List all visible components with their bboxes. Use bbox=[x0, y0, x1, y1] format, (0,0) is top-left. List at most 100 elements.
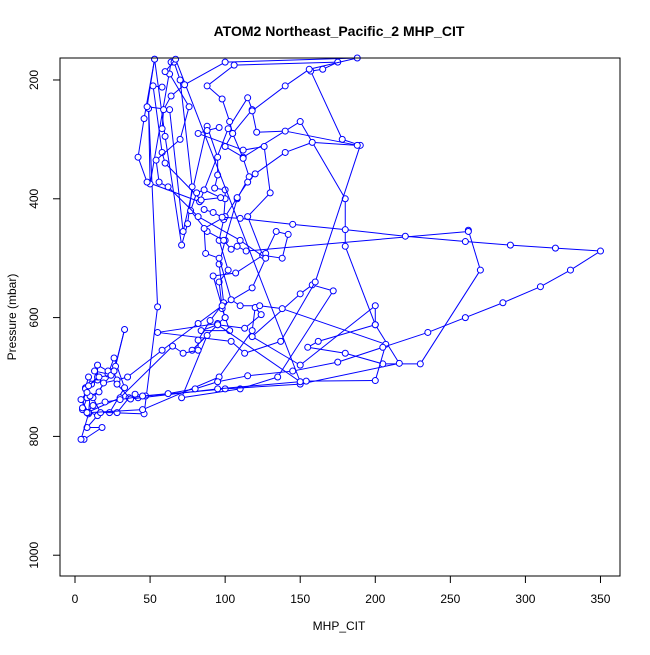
data-point bbox=[167, 92, 175, 100]
y-tick-label: 800 bbox=[27, 426, 41, 446]
series-segment bbox=[247, 216, 264, 256]
series-segment bbox=[312, 284, 334, 292]
series-segment bbox=[83, 427, 103, 440]
series-segment bbox=[194, 381, 218, 390]
data-point bbox=[229, 129, 237, 137]
data-point bbox=[260, 143, 268, 151]
series-segment bbox=[284, 68, 310, 87]
data-point bbox=[200, 205, 208, 213]
series-segment bbox=[119, 395, 143, 401]
series-segment bbox=[251, 85, 286, 112]
series-segment bbox=[251, 257, 267, 289]
series-segment bbox=[154, 59, 166, 137]
data-point bbox=[98, 423, 106, 431]
data-point bbox=[178, 241, 186, 249]
data-point bbox=[233, 242, 241, 250]
data-point bbox=[311, 278, 319, 286]
data-point bbox=[206, 317, 214, 325]
data-point bbox=[371, 302, 379, 310]
data-point bbox=[224, 266, 232, 274]
series-segment bbox=[299, 121, 346, 200]
data-point bbox=[464, 227, 472, 235]
series-segment bbox=[179, 106, 190, 140]
series-segment bbox=[285, 141, 313, 153]
series-segment bbox=[265, 231, 277, 254]
series-segment bbox=[213, 272, 236, 277]
series-segment bbox=[197, 320, 211, 341]
data-point bbox=[289, 367, 297, 375]
data-point bbox=[236, 302, 244, 310]
data-point bbox=[184, 220, 192, 228]
series-segment bbox=[179, 79, 193, 187]
series-segment bbox=[277, 290, 334, 378]
data-point bbox=[154, 328, 162, 336]
data-point bbox=[214, 153, 222, 161]
data-point bbox=[176, 135, 184, 143]
data-point bbox=[233, 194, 241, 202]
data-point bbox=[214, 378, 222, 386]
series-segment bbox=[285, 130, 358, 146]
x-tick-label: 50 bbox=[143, 592, 157, 606]
data-point bbox=[230, 61, 238, 69]
data-point bbox=[139, 392, 147, 400]
series-segment bbox=[232, 133, 244, 159]
data-point bbox=[101, 398, 109, 406]
series-segment bbox=[282, 308, 386, 345]
data-point bbox=[401, 232, 409, 240]
series-segment bbox=[309, 57, 358, 70]
series-segment bbox=[218, 264, 225, 303]
data-point bbox=[289, 220, 297, 228]
series-segment bbox=[465, 302, 504, 319]
data-point bbox=[217, 194, 225, 202]
data-point bbox=[85, 373, 93, 381]
data-point bbox=[308, 138, 316, 146]
series-segment bbox=[345, 229, 406, 237]
data-point bbox=[187, 207, 195, 215]
series-segment bbox=[212, 275, 226, 318]
data-point bbox=[85, 382, 93, 390]
data-point bbox=[149, 82, 157, 90]
data-point bbox=[341, 349, 349, 357]
data-point bbox=[94, 361, 102, 369]
data-point bbox=[244, 94, 252, 102]
data-point bbox=[232, 269, 240, 277]
data-point bbox=[164, 183, 172, 191]
data-point bbox=[154, 303, 162, 311]
data-point bbox=[179, 349, 187, 357]
series-segment bbox=[247, 370, 293, 377]
series-segment bbox=[281, 234, 289, 259]
data-point bbox=[178, 394, 186, 402]
data-point bbox=[281, 82, 289, 90]
data-point bbox=[152, 156, 160, 164]
series-segment bbox=[310, 70, 343, 140]
data-point bbox=[209, 208, 217, 216]
series-segment bbox=[152, 85, 163, 153]
data-point bbox=[476, 266, 484, 274]
data-point bbox=[296, 361, 304, 369]
x-tick-label: 100 bbox=[215, 592, 235, 606]
data-point bbox=[226, 118, 234, 126]
data-point bbox=[194, 129, 202, 137]
data-point bbox=[95, 373, 103, 381]
data-point bbox=[248, 327, 256, 335]
data-point bbox=[83, 388, 91, 396]
data-point bbox=[416, 360, 424, 368]
y-tick-label: 200 bbox=[27, 70, 41, 90]
series-segment bbox=[246, 230, 469, 252]
data-point bbox=[227, 296, 235, 304]
series-segment bbox=[251, 110, 258, 133]
series-segment bbox=[169, 109, 184, 232]
data-point bbox=[158, 125, 166, 133]
data-point bbox=[95, 388, 103, 396]
series-segment bbox=[155, 139, 181, 161]
data-point bbox=[253, 128, 261, 136]
data-point bbox=[202, 249, 210, 257]
plot-frame bbox=[59, 57, 621, 577]
data-point bbox=[214, 385, 222, 393]
series-segment bbox=[345, 352, 383, 365]
data-point bbox=[200, 224, 208, 232]
data-point bbox=[139, 406, 147, 414]
series-segment bbox=[221, 98, 231, 122]
data-point bbox=[77, 435, 85, 443]
data-point bbox=[194, 320, 202, 328]
